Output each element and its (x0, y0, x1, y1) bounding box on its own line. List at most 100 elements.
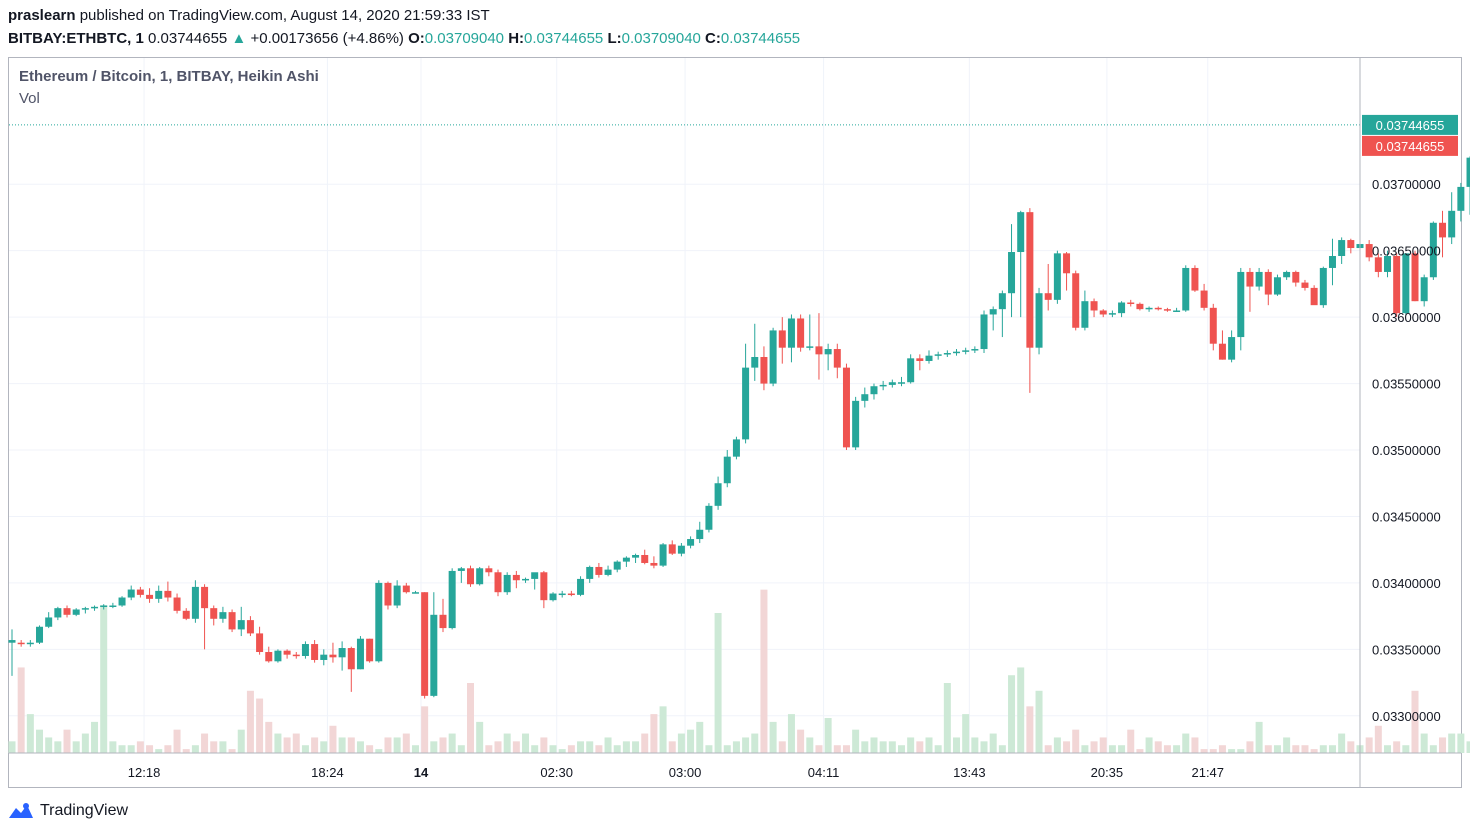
candle-body (824, 349, 832, 355)
volume-bar (714, 613, 722, 753)
volume-bar (439, 737, 447, 753)
series-legend[interactable]: Ethereum / Bitcoin, 1, BITBAY, Heikin As… (19, 68, 319, 85)
volume-bar (934, 745, 942, 753)
candle (8, 629, 16, 676)
volume-bar (219, 741, 227, 753)
volume-legend[interactable]: Vol (19, 90, 40, 107)
candle (430, 592, 438, 698)
volume-bar (1136, 749, 1144, 753)
candle (567, 590, 575, 597)
candle (146, 588, 154, 603)
author-name[interactable]: praslearn (8, 7, 76, 24)
volume-bar (962, 714, 970, 753)
candle (1319, 266, 1327, 308)
candle (1393, 253, 1401, 318)
candle-body (91, 606, 99, 609)
candle-body (531, 572, 539, 579)
candle-body (1191, 267, 1199, 291)
candle (1273, 274, 1281, 296)
volume-bar (311, 737, 319, 753)
candle (283, 649, 291, 659)
volume-bar (1439, 737, 1447, 753)
candle-body (421, 592, 429, 696)
candle-body (971, 349, 979, 351)
volume-bar (246, 690, 254, 753)
high-value: 0.03744655 (524, 30, 604, 47)
candle-body (1273, 277, 1281, 295)
brand-name: TradingView (40, 802, 129, 819)
candle (888, 379, 896, 388)
candle-body (1429, 222, 1437, 278)
up-arrow-icon: ▲ (231, 30, 247, 47)
candle (155, 585, 163, 603)
candle-body (155, 590, 163, 599)
candle (292, 652, 300, 659)
time-tick-label: 14 (414, 765, 429, 780)
time-tick-label: 02:30 (540, 765, 573, 780)
candle-body (778, 330, 786, 348)
tradingview-brand[interactable]: TradingView (8, 802, 128, 820)
candle (512, 570, 520, 589)
volume-bar (1072, 729, 1080, 753)
volume-bar (1008, 675, 1016, 753)
candle (26, 640, 34, 647)
volume-bar (1457, 733, 1465, 753)
candle-body (26, 642, 34, 645)
candle-body (311, 644, 319, 660)
candle-body (732, 439, 740, 457)
volume-bar (127, 745, 135, 753)
candle (54, 606, 62, 621)
open-value: 0.03709040 (424, 30, 505, 47)
candle (531, 572, 539, 590)
candle (191, 580, 199, 623)
candle (1338, 237, 1346, 264)
candle-body (549, 593, 557, 601)
volume-bar (91, 721, 99, 753)
candle (1108, 310, 1116, 318)
volume-bar (274, 733, 282, 753)
candle-body (1072, 273, 1080, 328)
candle-body (118, 597, 126, 606)
candle-body (687, 539, 695, 546)
volume-bar (833, 745, 841, 753)
candle (1310, 285, 1318, 306)
volume-bar (751, 733, 759, 753)
candle-body (1237, 271, 1245, 338)
candle-body (522, 578, 530, 581)
candle-body (916, 358, 924, 361)
candle (1026, 208, 1034, 393)
candle-body (256, 633, 264, 653)
candle (1090, 298, 1098, 318)
candle (943, 350, 951, 357)
price-tick-label: 0.03300000 (1372, 709, 1441, 724)
volume-bar (1090, 741, 1098, 753)
volume-bar (1393, 741, 1401, 753)
price-tick-label: 0.03500000 (1372, 443, 1441, 458)
volume-bar (191, 745, 199, 753)
tradingview-logo-icon (9, 803, 33, 818)
candle-body (81, 608, 89, 610)
candle-body (17, 642, 25, 645)
candle (861, 387, 869, 408)
candle (366, 638, 374, 663)
candle-body (1246, 271, 1254, 287)
volume-bar (943, 683, 951, 753)
volume-bar (659, 706, 667, 753)
last-price-tags: 0.03744655 0.03744655 (1362, 114, 1458, 156)
candle (787, 314, 795, 363)
candle-body (1017, 212, 1025, 253)
candle-body (989, 309, 997, 315)
volume-bar (146, 745, 154, 753)
volume-bar (1228, 749, 1236, 753)
candle (1301, 279, 1309, 291)
candle-body (338, 648, 346, 658)
time-tick-label: 20:35 (1091, 765, 1124, 780)
candle-body (1384, 256, 1391, 272)
volume-bar (1017, 667, 1025, 753)
candle-body (1173, 310, 1181, 312)
candle (503, 572, 511, 595)
candle (1264, 269, 1272, 306)
candle-body (953, 351, 961, 354)
candle-body (136, 589, 144, 595)
